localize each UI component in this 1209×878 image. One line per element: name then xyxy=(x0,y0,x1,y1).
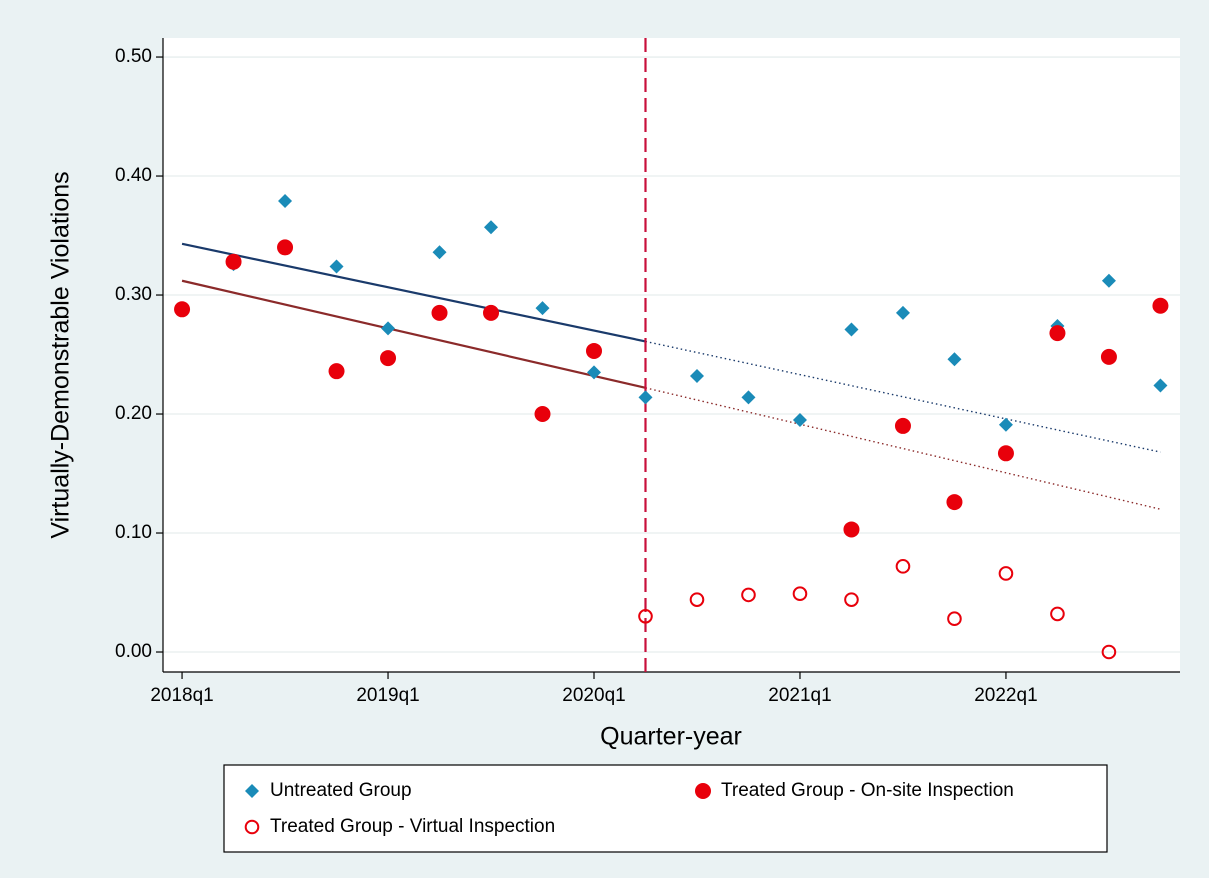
x-tick-label: 2019q1 xyxy=(356,685,419,706)
y-tick-label: 0.50 xyxy=(115,46,152,67)
marker-ring xyxy=(244,819,260,835)
marker-dot xyxy=(894,417,911,434)
legend-label: Untreated Group xyxy=(270,780,412,801)
marker-diamond xyxy=(638,390,653,405)
marker-ring xyxy=(895,559,911,574)
x-tick-label: 2020q1 xyxy=(562,685,625,706)
marker-diamond xyxy=(245,784,259,798)
marker-diamond xyxy=(1153,378,1168,393)
marker-diamond xyxy=(998,417,1013,432)
marker-diamond xyxy=(381,321,396,336)
y-tick-label: 0.30 xyxy=(115,284,152,305)
marker-dot xyxy=(431,304,448,321)
marker-dot xyxy=(843,521,860,538)
marker-ring xyxy=(1050,606,1065,622)
marker-ring xyxy=(844,592,859,607)
marker-dot xyxy=(695,783,711,799)
marker-diamond xyxy=(947,352,962,367)
x-tick-label: 2021q1 xyxy=(768,685,831,706)
marker-dot xyxy=(1152,297,1169,314)
marker-diamond xyxy=(535,301,550,316)
legend-label: Treated Group - Virtual Inspection xyxy=(270,816,555,837)
y-tick-label: 0.10 xyxy=(115,522,152,543)
marker-ring xyxy=(689,592,705,607)
y-tick-label: 0.00 xyxy=(115,641,152,662)
marker-ring xyxy=(741,587,756,603)
y-axis-title: Virtually-Demonstrable Violations xyxy=(47,171,75,538)
marker-dot xyxy=(1100,348,1117,365)
marker-dot xyxy=(174,301,191,318)
marker-dot xyxy=(946,494,963,511)
marker-diamond xyxy=(895,305,910,320)
legend-label: Treated Group - On-site Inspection xyxy=(721,780,1014,801)
x-axis-title: Quarter-year xyxy=(600,723,742,751)
marker-diamond xyxy=(278,194,293,209)
fit-line xyxy=(181,279,646,389)
y-tick-label: 0.20 xyxy=(115,403,152,424)
marker-ring xyxy=(947,611,962,626)
marker-diamond xyxy=(432,245,447,260)
marker-dot xyxy=(534,406,551,423)
marker-dot xyxy=(380,350,397,367)
y-tick-label: 0.40 xyxy=(115,165,152,186)
marker-dot xyxy=(997,445,1014,462)
marker-diamond xyxy=(741,390,756,405)
marker-ring xyxy=(1101,644,1117,660)
marker-ring xyxy=(792,586,808,602)
fit-line xyxy=(181,242,646,343)
marker-dot xyxy=(328,363,345,380)
marker-diamond xyxy=(689,368,704,383)
marker-diamond xyxy=(844,322,859,337)
x-tick-label: 2022q1 xyxy=(974,685,1037,706)
marker-dot xyxy=(586,342,603,359)
marker-diamond xyxy=(1101,273,1116,288)
marker-dot xyxy=(277,239,294,256)
marker-diamond xyxy=(587,365,602,380)
x-tick-label: 2018q1 xyxy=(150,685,213,706)
marker-dot xyxy=(483,304,500,321)
marker-diamond xyxy=(792,412,807,427)
legend xyxy=(223,764,1108,853)
plot-area xyxy=(163,38,1180,672)
marker-diamond xyxy=(329,259,344,274)
marker-ring xyxy=(998,566,1014,581)
marker-dot xyxy=(1049,325,1066,342)
marker-ring xyxy=(638,609,653,624)
marker-diamond xyxy=(484,220,499,235)
marker-dot xyxy=(225,253,242,270)
